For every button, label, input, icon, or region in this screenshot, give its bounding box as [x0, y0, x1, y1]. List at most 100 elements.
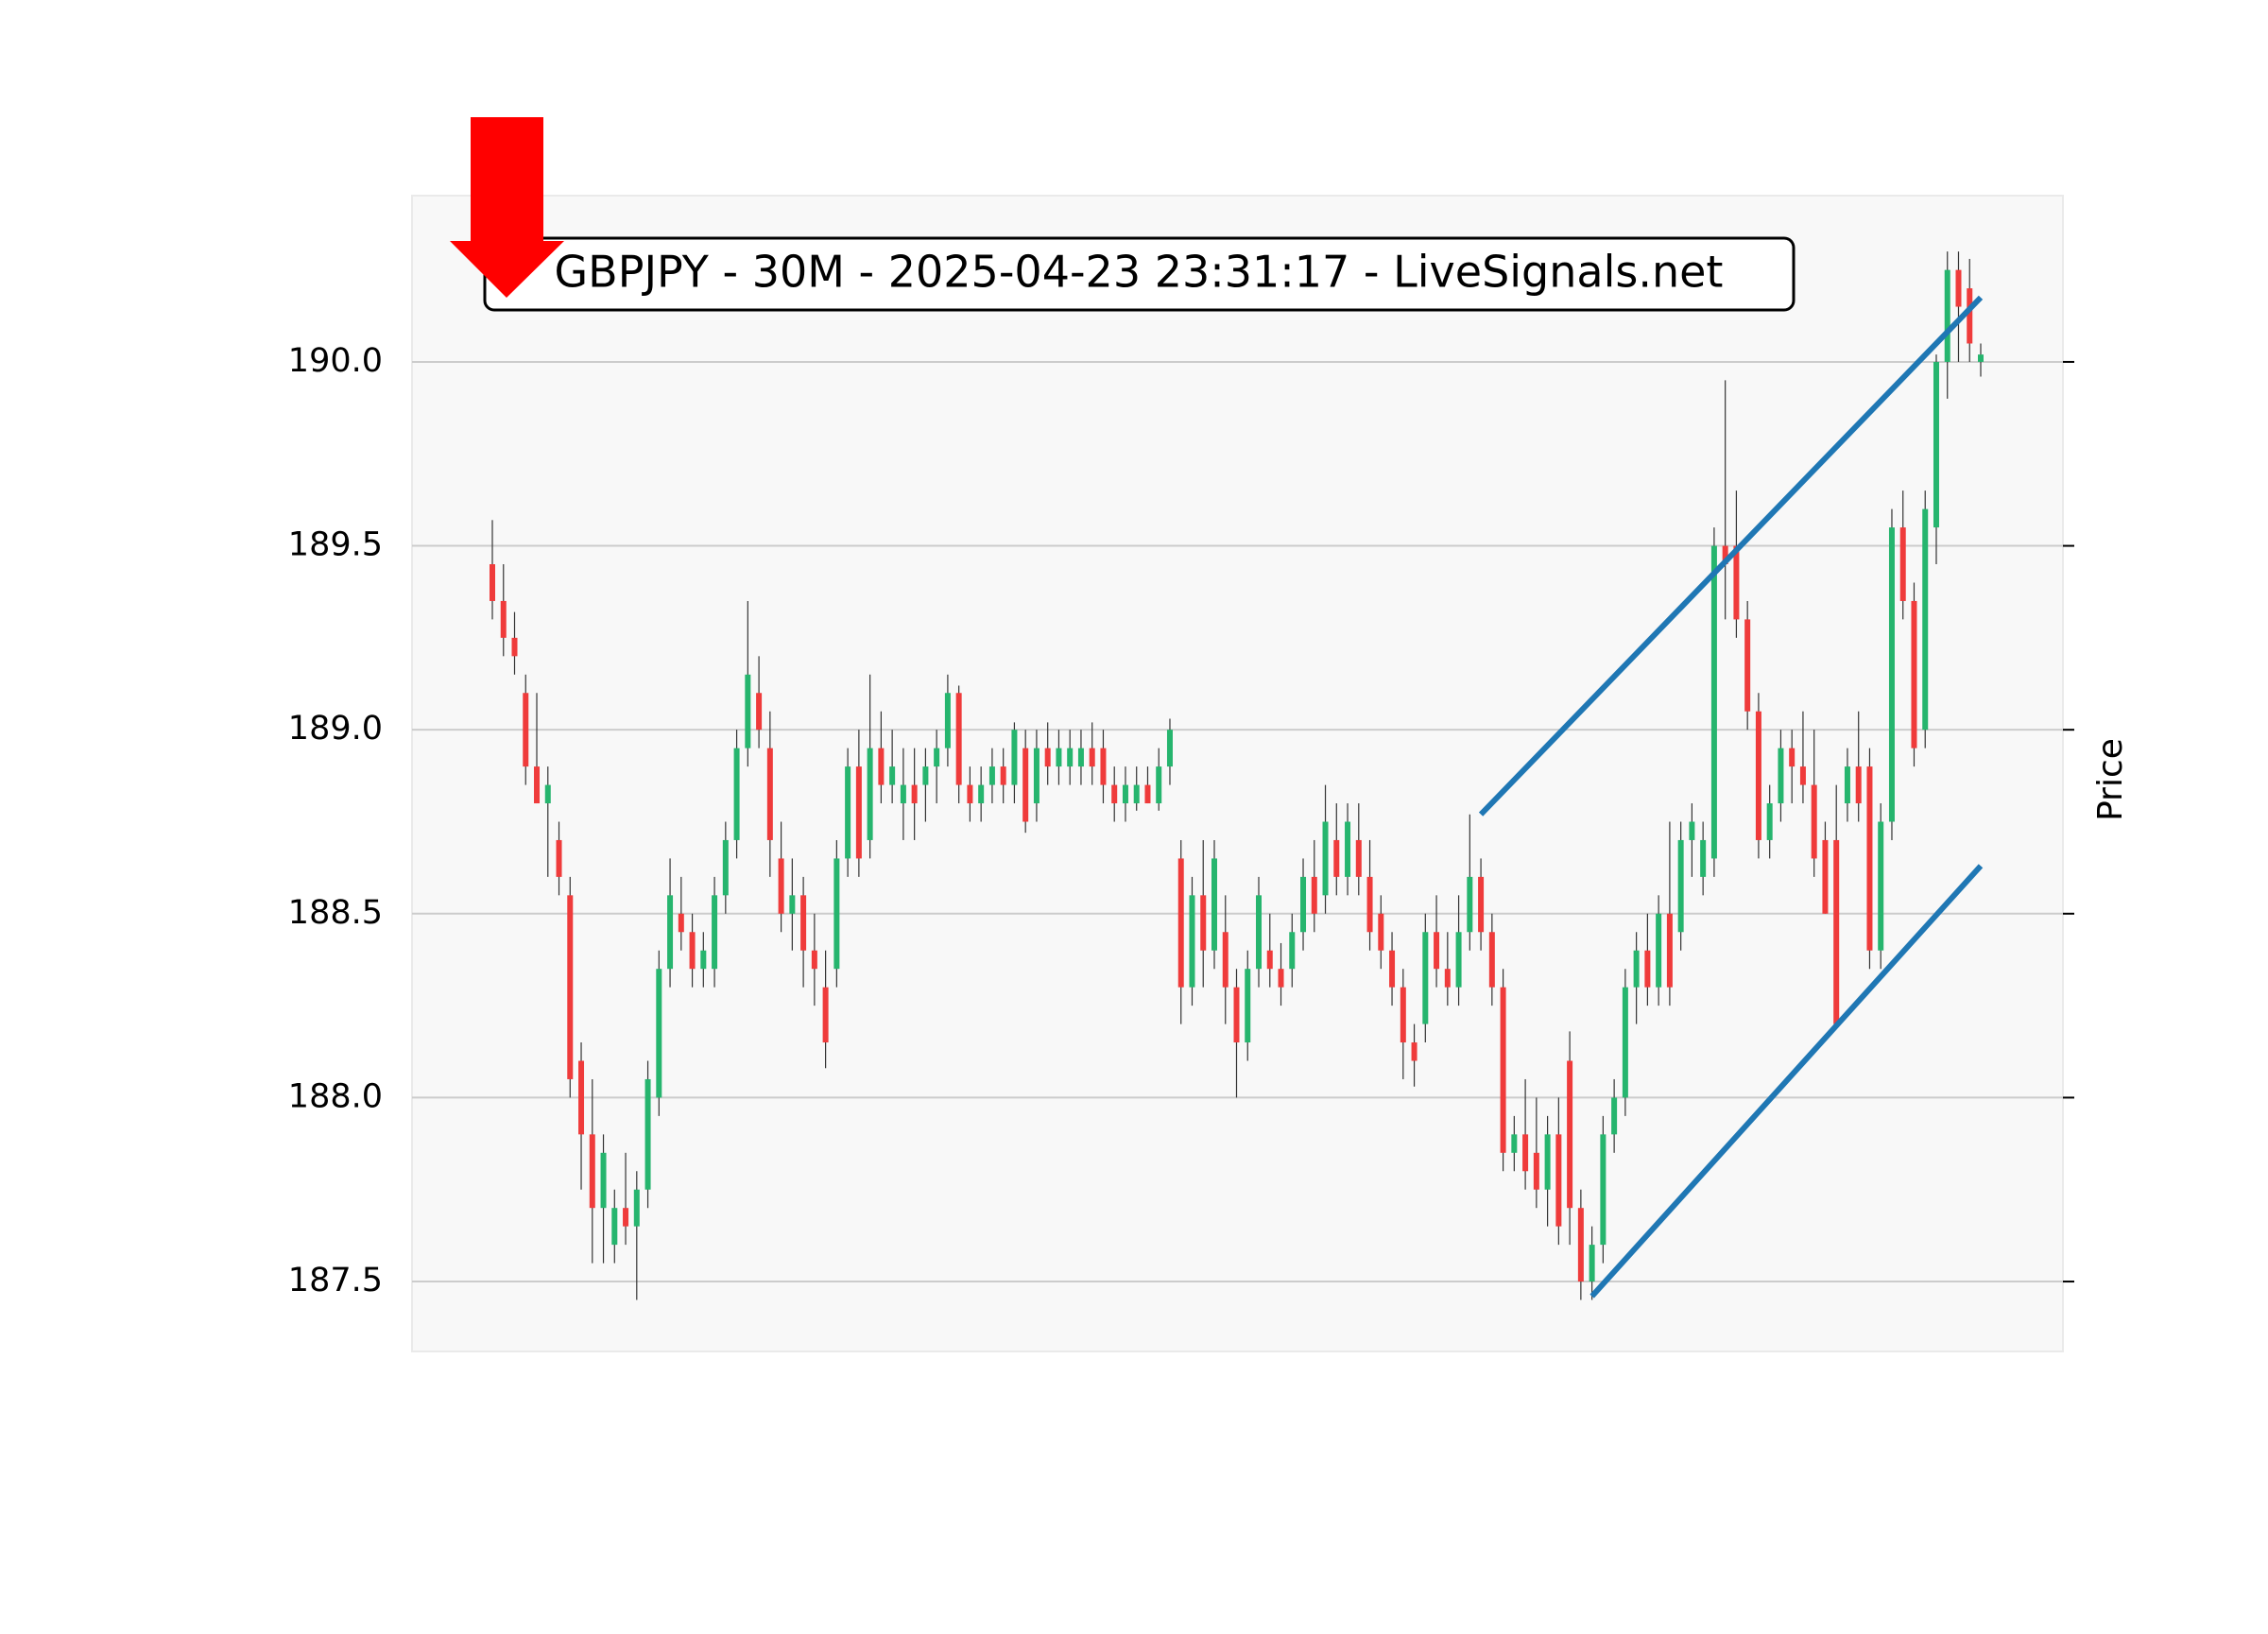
candle-body [1666, 913, 1673, 988]
candle-body [978, 784, 985, 804]
candle-body [1256, 895, 1263, 970]
candle-body [1289, 932, 1296, 970]
candle-body [733, 748, 740, 840]
candle-body [1444, 969, 1451, 988]
candle-body [511, 637, 518, 657]
candle-body [1656, 913, 1662, 988]
candle-body [766, 748, 773, 840]
candle-body [1778, 748, 1784, 804]
candle-body [1122, 784, 1128, 804]
candle-body [867, 748, 873, 840]
candle-body [1333, 839, 1340, 877]
candle-body [1400, 987, 1406, 1043]
candle-body [1133, 784, 1140, 804]
candle-body [1577, 1208, 1584, 1282]
candle-body [1189, 895, 1195, 988]
candle-body [523, 693, 529, 767]
candle-body [1056, 748, 1062, 767]
candle-body [556, 839, 562, 877]
candle-body [745, 674, 751, 748]
candle-body [1411, 1042, 1418, 1061]
candle-body [1111, 784, 1118, 804]
candle-body [1567, 1060, 1573, 1209]
sell-arrow [450, 117, 564, 298]
candle-body [1955, 269, 1962, 307]
candle-body [1744, 619, 1751, 712]
candle-body [722, 839, 729, 896]
candle-body [1789, 748, 1796, 767]
candle-body [1455, 932, 1462, 988]
y-tick-label: 188.0 [288, 1077, 383, 1115]
candle-body [1911, 600, 1917, 748]
candle-body [500, 600, 507, 638]
plot-area [411, 195, 2064, 1352]
candle-body [789, 895, 796, 914]
candle-body [611, 1208, 618, 1246]
candle-body [1722, 545, 1728, 565]
candle-body [934, 748, 940, 767]
candle-body [855, 766, 862, 859]
candle-body [1222, 932, 1228, 988]
candle-body [1033, 748, 1040, 804]
trendlines [1478, 295, 1984, 1299]
candle-body [1389, 950, 1396, 988]
candle-body [778, 858, 784, 914]
candle-body [1522, 1134, 1529, 1172]
y-tick-label: 189.5 [288, 526, 383, 564]
trendline [1478, 295, 1984, 817]
candle-body [600, 1152, 607, 1209]
candle-body [1100, 748, 1107, 785]
candle-body [1000, 766, 1006, 785]
candle-body [911, 784, 918, 804]
candle-body [1200, 895, 1207, 951]
candle-body [567, 895, 574, 1079]
candle-body [1266, 950, 1273, 970]
y-tick-label: 187.5 [288, 1262, 383, 1299]
candle-body [1156, 766, 1162, 804]
candle-body [534, 766, 541, 804]
candle-body [1422, 932, 1429, 1024]
candle-body [1833, 839, 1840, 1024]
candle-body [1011, 730, 1018, 785]
candle-body [1611, 1097, 1618, 1135]
candle-body [1478, 876, 1485, 933]
candle-body [922, 766, 929, 785]
candle-body [1355, 839, 1362, 877]
candle-body [1044, 748, 1051, 767]
candle-body [1144, 784, 1151, 804]
candle-body [1766, 803, 1773, 840]
candle-body [689, 932, 696, 970]
y-tick-label: 189.0 [288, 710, 383, 748]
candle-body [1600, 1134, 1606, 1246]
arrow-shaft [471, 117, 543, 242]
candle-body [1944, 269, 1950, 362]
candle-body [1677, 839, 1684, 933]
candle-body [1700, 839, 1707, 877]
candle-body [1933, 361, 1939, 528]
candle-body [1799, 766, 1806, 785]
candle-body [1589, 1245, 1595, 1282]
candle-body [1278, 969, 1284, 988]
y-tick-label: 188.5 [288, 894, 383, 932]
candle-body [845, 766, 851, 859]
candle-body [1888, 527, 1895, 822]
candle-body [1555, 1134, 1562, 1227]
candle-body [988, 766, 995, 785]
candle-body [1967, 288, 1973, 344]
candle-body [578, 1060, 585, 1135]
candle-body [700, 950, 707, 970]
candle-body [1733, 545, 1740, 620]
candle-body [1544, 1134, 1551, 1190]
y-axis-label: Price [2091, 738, 2130, 821]
candle-body [1622, 987, 1628, 1098]
candle-body [878, 748, 885, 785]
candle-body [1233, 987, 1240, 1043]
candle-body [955, 693, 962, 785]
candle-body [1311, 876, 1317, 914]
candle-body [756, 693, 763, 731]
candle-body [1500, 987, 1506, 1153]
candle-body [1844, 766, 1850, 804]
grid [412, 360, 2063, 1283]
candles [490, 251, 1984, 1300]
